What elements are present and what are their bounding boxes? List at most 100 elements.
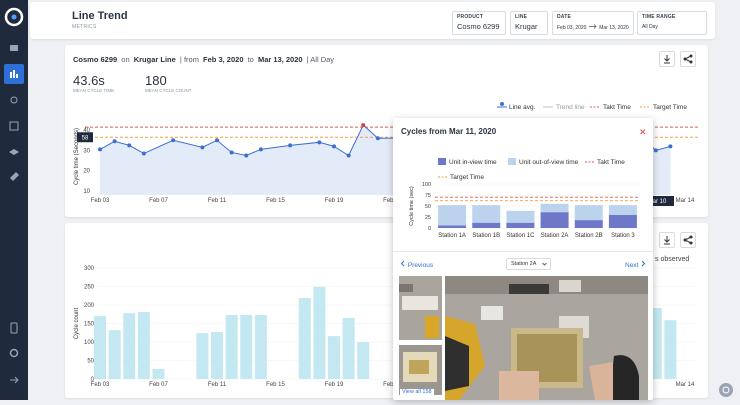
filter-value: Cosmo 6299 (457, 22, 500, 31)
axis-tag: 58 (82, 135, 89, 141)
filter[interactable]: DATE Feb 03, 2020 Mar 13, 2020 (552, 11, 634, 35)
bar-segment (608, 214, 637, 228)
point (98, 147, 102, 152)
bar-segment (540, 203, 569, 213)
point (375, 136, 380, 141)
nav-icon (10, 72, 12, 78)
y-tick-label: 100 (422, 182, 431, 188)
main-image[interactable] (445, 276, 648, 400)
previous-button[interactable]: Previous (400, 260, 433, 269)
filter-value: Feb 03, 2020 Mar 13, 2020 (557, 24, 629, 31)
x-tick-label: Mar 14 (676, 198, 695, 204)
y-axis-label: Cycle time (sec) (409, 186, 415, 226)
bar-segment (574, 220, 603, 228)
point (346, 153, 351, 158)
nav-icon[interactable] (9, 121, 19, 131)
bar (328, 336, 340, 379)
download-button[interactable] (659, 232, 675, 248)
next-label: Next (625, 262, 639, 269)
arrow (588, 24, 597, 29)
bar (254, 314, 267, 379)
y-tick-label: 50 (425, 204, 431, 210)
nav-icon[interactable] (10, 172, 19, 181)
filter[interactable]: PRODUCT Cosmo 6299 (452, 11, 506, 35)
point (332, 144, 336, 149)
x-tick-label: Feb 11 (208, 198, 227, 204)
bar (108, 330, 121, 379)
nav-icon[interactable] (9, 149, 19, 155)
y-tick-label: 75 (425, 193, 431, 199)
bar (357, 342, 370, 379)
x-tick-label: Feb 15 (266, 198, 285, 204)
x-tick-label: Station 2A (541, 233, 569, 239)
point (127, 143, 132, 148)
close-button[interactable] (639, 128, 647, 136)
sidebar (0, 0, 28, 400)
divider (393, 251, 653, 252)
bar-segment (506, 222, 535, 228)
point (361, 123, 366, 128)
x-tick-label: Station 1C (506, 233, 535, 239)
next-button[interactable]: Next (625, 260, 646, 269)
x-tick-label: Station 3 (611, 233, 635, 239)
nav-icon[interactable] (10, 376, 19, 384)
point (200, 145, 205, 150)
axis-tag-box (77, 132, 93, 143)
thumbnail[interactable] (399, 345, 442, 395)
x-tick-label: Feb 15 (266, 382, 285, 388)
filter[interactable]: LINE Krugar (510, 11, 548, 35)
legend-label: Takt Time (603, 104, 631, 111)
x-tick-label: Station 2B (575, 233, 603, 239)
hover-label-box (640, 196, 674, 206)
logo-dot (11, 14, 17, 20)
station-select[interactable]: Station 2A (506, 258, 551, 270)
title-part: | All Day (306, 55, 335, 64)
date-start: Feb 03, 2020 (557, 25, 587, 31)
logo[interactable] (4, 7, 24, 27)
help-button[interactable] (718, 382, 734, 398)
x-tick-label: Feb 03 (91, 382, 110, 388)
y-axis-label: Cycle count (74, 307, 80, 339)
date-end: Mar 13, 2020 (599, 25, 629, 31)
legend-label: Target Time (653, 104, 687, 111)
title-part: on (121, 55, 130, 64)
nav-icon[interactable] (10, 45, 18, 51)
stat-label: MEAN CYCLE COUNT (145, 88, 192, 93)
title-part: | from (179, 55, 199, 64)
bar-segment (472, 222, 501, 228)
popup: Cycles from Mar 11, 2020 0 25 50 75 100 Cycle… (393, 118, 653, 400)
filter-label: DATE (557, 14, 572, 20)
x-tick-label: Feb 07 (149, 382, 168, 388)
y-tick-label: 150 (84, 322, 95, 328)
y-tick-label: 25 (425, 215, 431, 221)
download-button[interactable] (659, 51, 675, 67)
page-subtitle: METRICS (72, 24, 97, 30)
y-tick-label: 300 (84, 266, 95, 272)
bar-segment (506, 210, 535, 223)
point (171, 138, 176, 143)
share-button[interactable] (680, 51, 696, 67)
card-title: Cosmo 6299 on Krugar Line | from Feb 3, … (73, 55, 336, 64)
stat-value: 180 (145, 73, 167, 88)
hover-label: Mar 10 (648, 199, 667, 205)
chevron (400, 260, 405, 267)
bar-segment (472, 205, 501, 223)
filter[interactable]: TIME RANGE All Day (637, 11, 707, 35)
view-all-link[interactable]: View all 158 (400, 389, 434, 395)
title-part: Feb 3, 2020 (203, 55, 244, 64)
legend-swatch (438, 158, 446, 165)
filter-label: LINE (515, 14, 528, 20)
nav-icon[interactable] (10, 322, 18, 334)
bar (94, 316, 106, 379)
nav-icon[interactable] (10, 96, 18, 104)
share-button[interactable] (680, 232, 696, 248)
thumbnail[interactable] (399, 276, 442, 340)
camera-images (399, 276, 648, 400)
filter-value: Krugar (515, 22, 538, 31)
title-part: Krugar Line (133, 55, 176, 64)
previous-label: Previous (407, 262, 434, 269)
nav-icon[interactable] (9, 348, 19, 358)
point (258, 147, 263, 152)
stat-label: MEAN CYCLE TIME (73, 88, 115, 93)
